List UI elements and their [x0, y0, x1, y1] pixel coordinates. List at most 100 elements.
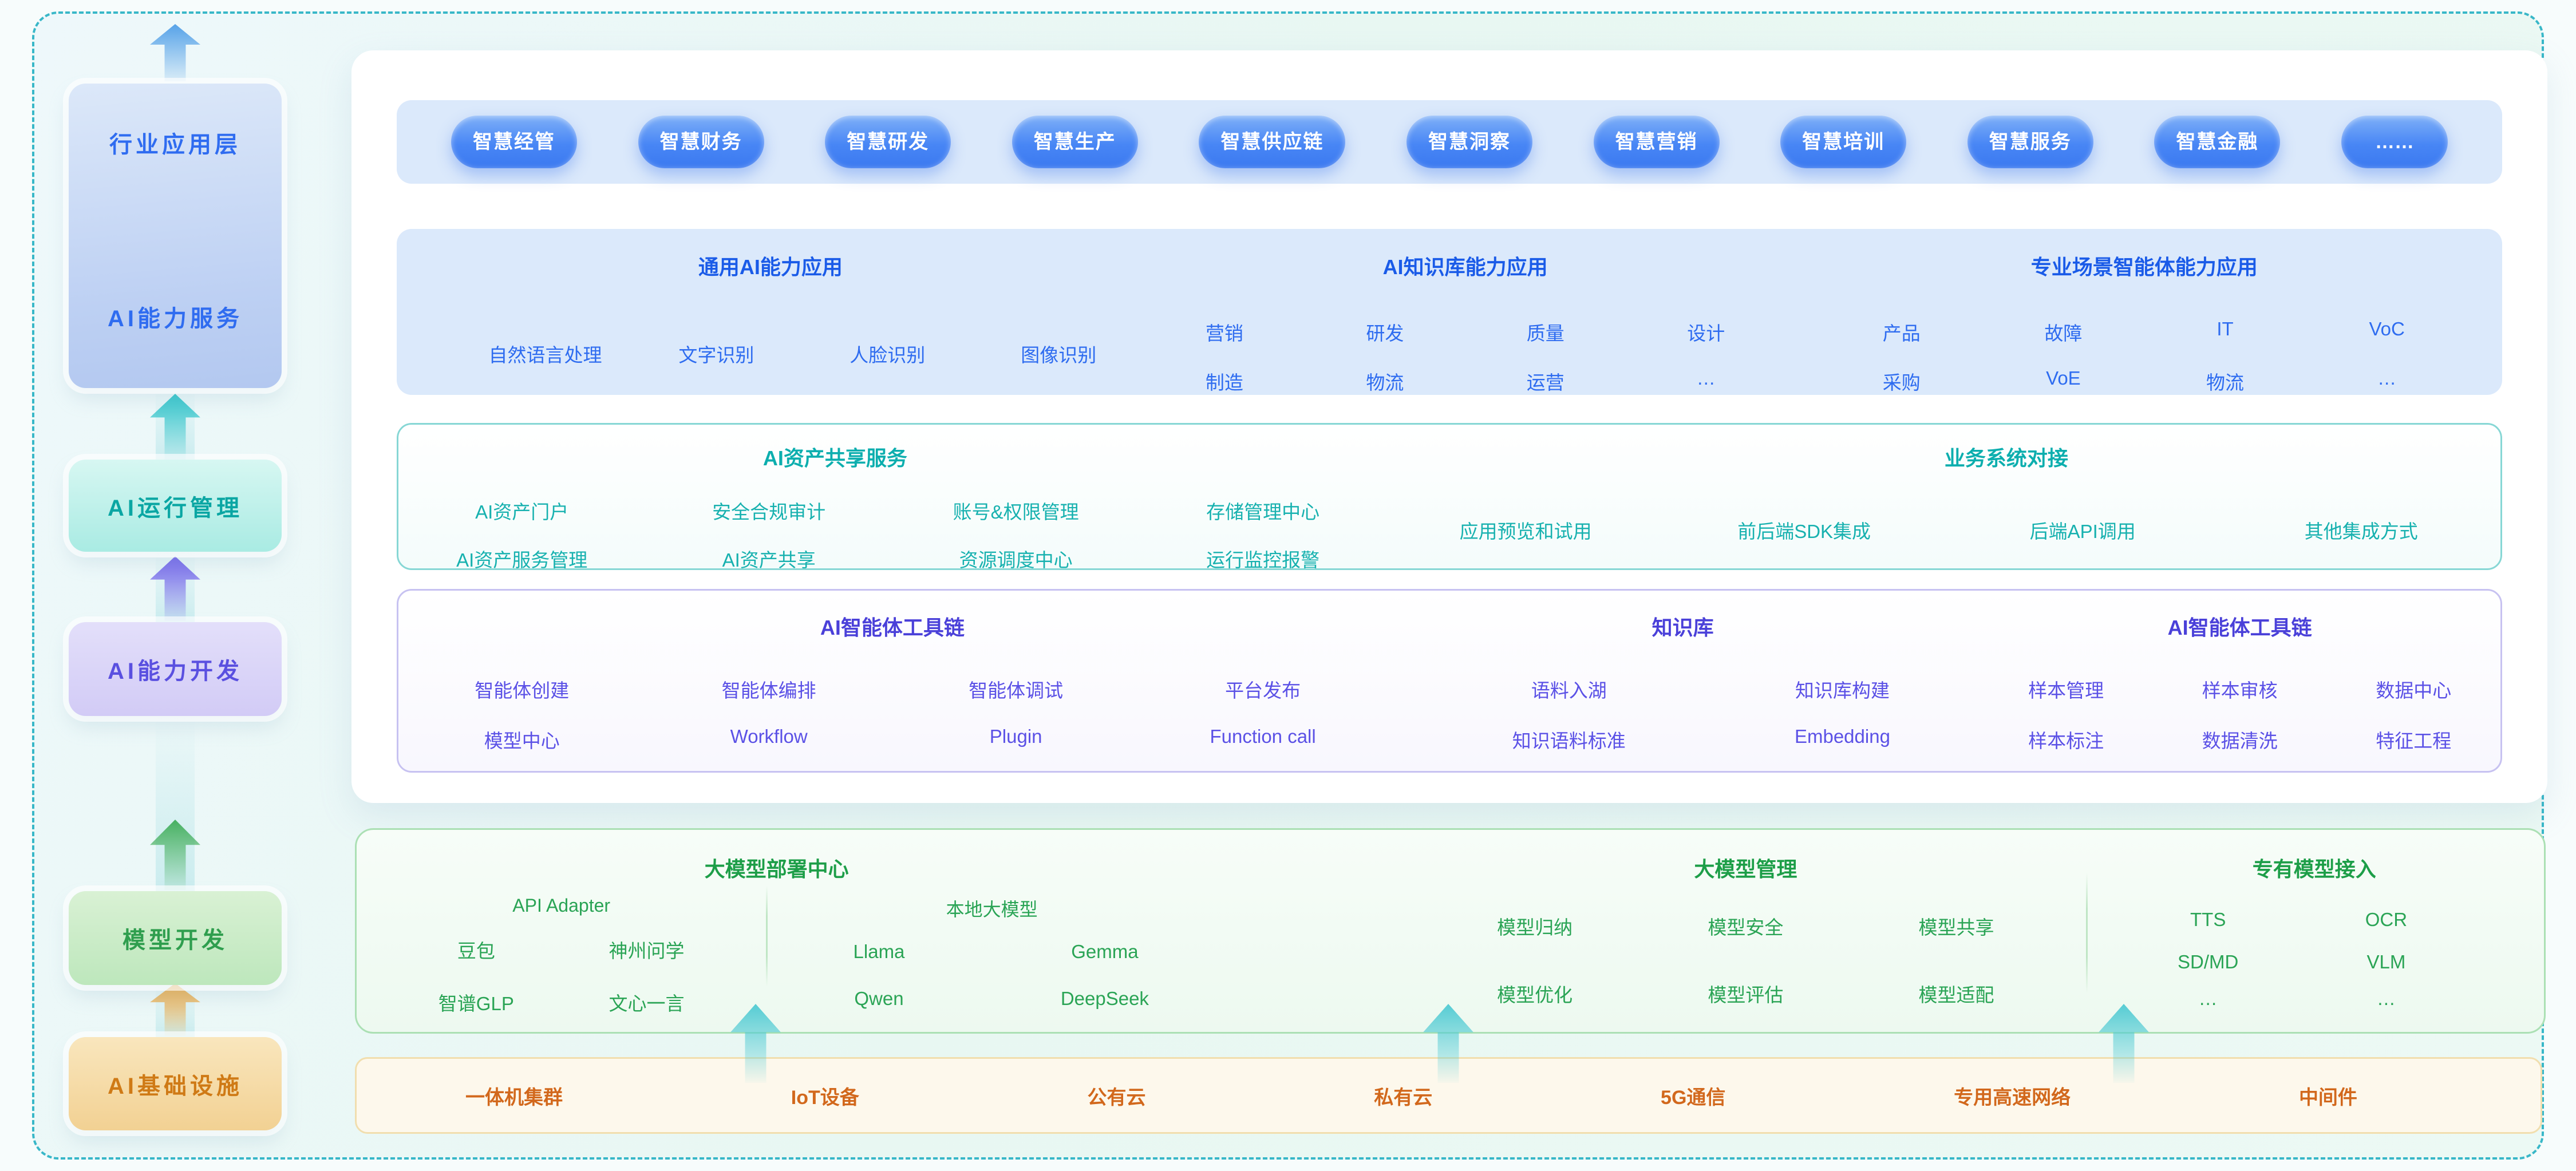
- model-item: 模型优化: [1497, 984, 1573, 1006]
- group-title: AI知识库能力应用: [1382, 255, 1548, 279]
- pill-smart-finance: 智慧财务: [638, 116, 764, 168]
- agent-item: 智能体创建: [475, 680, 570, 701]
- general-ai-group: 通用AI能力应用 自然语言处理 文字识别 人脸识别 图像识别: [397, 229, 1144, 395]
- column-divider: [2086, 873, 2088, 993]
- capability-item: 产品: [1882, 323, 1921, 344]
- model-item: 模型归纳: [1497, 917, 1573, 938]
- capability-item: 制造: [1205, 372, 1243, 393]
- asset-item: 资源调度中心: [959, 549, 1073, 571]
- model-section: 大模型部署中心 API Adapter 豆包 神州问学 智谱GLP 文心一言: [355, 828, 2546, 1034]
- group-title: 知识库: [1652, 616, 1714, 639]
- knowledge-ai-group: AI知识库能力应用 营销 研发 质量 设计 制造 物流 运营 …: [1144, 229, 1787, 395]
- local-models-subgroup: 本地大模型 Llama Gemma Qwen DeepSeek: [766, 895, 1406, 1016]
- data-toolchain-group: AI智能体工具链 样本管理 样本审核 数据中心 样本标注 数据清洗 特征工程: [1979, 591, 2500, 771]
- capability-item: 文字识别: [678, 345, 754, 366]
- capability-item: IT: [2217, 318, 2234, 339]
- agent-item: Workflow: [730, 726, 808, 747]
- group-title: 专有模型接入: [2252, 857, 2376, 881]
- asset-item: 其他集成方式: [2304, 521, 2418, 542]
- model-item-ellipsis: …: [2198, 988, 2218, 1009]
- capability-section: 通用AI能力应用 自然语言处理 文字识别 人脸识别 图像识别 AI知识库能力应用…: [397, 229, 2502, 395]
- model-item-ellipsis: …: [2376, 988, 2396, 1009]
- capability-item: VoE: [2046, 367, 2081, 389]
- agent-item: 平台发布: [1225, 680, 1301, 701]
- pill-smart-management: 智慧经管: [451, 116, 577, 168]
- asset-item: 应用预览和试用: [1459, 521, 1592, 542]
- model-item: 模型安全: [1708, 917, 1784, 938]
- group-title: 通用AI能力应用: [698, 255, 843, 279]
- pill-smart-rd: 智慧研发: [825, 116, 951, 168]
- sidebar-label-infrastructure: AI基础设施: [108, 1073, 243, 1099]
- pill-smart-supplychain: 智慧供应链: [1199, 116, 1346, 168]
- group-title: 业务系统对接: [1944, 446, 2068, 470]
- asset-item: 安全合规审计: [712, 501, 826, 523]
- model-item: OCR: [2365, 909, 2408, 930]
- group-title: 专业场景智能体能力应用: [2030, 255, 2258, 279]
- asset-item: AI资产服务管理: [456, 549, 588, 571]
- pill-smart-training: 智慧培训: [1780, 116, 1907, 168]
- model-item: SD/MD: [2178, 951, 2239, 972]
- capability-item: 质量: [1526, 323, 1564, 344]
- group-title: AI智能体工具链: [820, 616, 965, 639]
- api-adapter-subgroup: API Adapter 豆包 神州问学 智谱GLP 文心一言: [357, 895, 766, 1016]
- agent-item: 智能体编排: [721, 680, 816, 701]
- capability-item: …: [2377, 367, 2397, 389]
- sidebar-layer-model-dev: 模型开发: [69, 891, 282, 985]
- infra-item: 5G通信: [1661, 1086, 1726, 1109]
- agent-item: 样本标注: [2028, 730, 2104, 751]
- column-divider: [766, 886, 768, 986]
- group-title: 大模型部署中心: [704, 857, 849, 881]
- capability-item: 物流: [1366, 372, 1404, 393]
- model-item: Qwen: [854, 988, 904, 1009]
- pill-smart-finance2: 智慧金融: [2154, 116, 2281, 168]
- infra-item: IoT设备: [791, 1086, 859, 1109]
- sidebar-layer-capability-dev: AI能力开发: [69, 622, 282, 716]
- asset-item: 后端API调用: [2029, 521, 2136, 542]
- pill-smart-production: 智慧生产: [1012, 116, 1138, 168]
- capability-item: 自然语言处理: [488, 345, 602, 366]
- capability-item: 研发: [1366, 323, 1404, 344]
- infra-item: 公有云: [1087, 1086, 1146, 1109]
- capability-item: …: [1696, 367, 1716, 389]
- model-item: 豆包: [457, 940, 495, 962]
- sidebar-layer-infrastructure: AI基础设施: [69, 1037, 282, 1130]
- sidebar-label-model-dev: 模型开发: [123, 928, 228, 953]
- agent-item: 知识库构建: [1795, 680, 1890, 701]
- agent-item: 特征工程: [2376, 730, 2452, 751]
- agent-item: 样本审核: [2202, 680, 2278, 701]
- asset-item: 前后端SDK集成: [1737, 521, 1871, 542]
- model-item: 模型共享: [1918, 917, 1994, 938]
- capability-item: 设计: [1687, 323, 1725, 344]
- capability-item: 人脸识别: [850, 345, 926, 366]
- model-item: VLM: [2366, 951, 2406, 972]
- model-item: 文心一言: [609, 993, 685, 1014]
- sidebar-label-run-management: AI运行管理: [108, 495, 243, 521]
- pill-smart-marketing: 智慧营销: [1593, 116, 1720, 168]
- sidebar-label-industry-app: 行业应用层: [109, 132, 241, 157]
- capability-item: VoC: [2369, 318, 2405, 339]
- agent-item: 数据清洗: [2202, 730, 2278, 751]
- asset-item: AI资产门户: [475, 501, 569, 523]
- group-title: AI智能体工具链: [2167, 616, 2312, 639]
- pill-ellipsis: ……: [2341, 116, 2448, 168]
- capability-item: 采购: [1882, 372, 1921, 393]
- model-item: Gemma: [1071, 941, 1139, 962]
- asset-item: AI资产共享: [722, 549, 816, 571]
- model-deployment-group: 大模型部署中心 API Adapter 豆包 神州问学 智谱GLP 文心一言: [357, 830, 1406, 1032]
- agent-item: 模型中心: [484, 730, 560, 751]
- pill-smart-service: 智慧服务: [1967, 116, 2093, 168]
- sidebar-layer-application: 行业应用层 AI能力服务: [69, 84, 282, 388]
- agent-item: Function call: [1210, 726, 1316, 747]
- group-title: AI资产共享服务: [762, 446, 907, 470]
- capability-item: 图像识别: [1021, 345, 1097, 366]
- asset-section: AI资产共享服务 AI资产门户 安全合规审计 账号&权限管理 存储管理中心 AI…: [397, 423, 2502, 571]
- subgroup-title: API Adapter: [512, 895, 611, 916]
- industry-apps-row: 智慧经管 智慧财务 智慧研发 智慧生产 智慧供应链 智慧洞察 智慧营销 智慧培训…: [397, 100, 2502, 184]
- agent-item: Plugin: [989, 726, 1042, 747]
- capability-item: 物流: [2206, 372, 2245, 393]
- model-item: Llama: [853, 941, 905, 962]
- agent-item: 语料入湖: [1531, 680, 1607, 701]
- sidebar-label-ai-capability-service: AI能力服务: [108, 306, 243, 331]
- capability-item: 运营: [1526, 372, 1564, 393]
